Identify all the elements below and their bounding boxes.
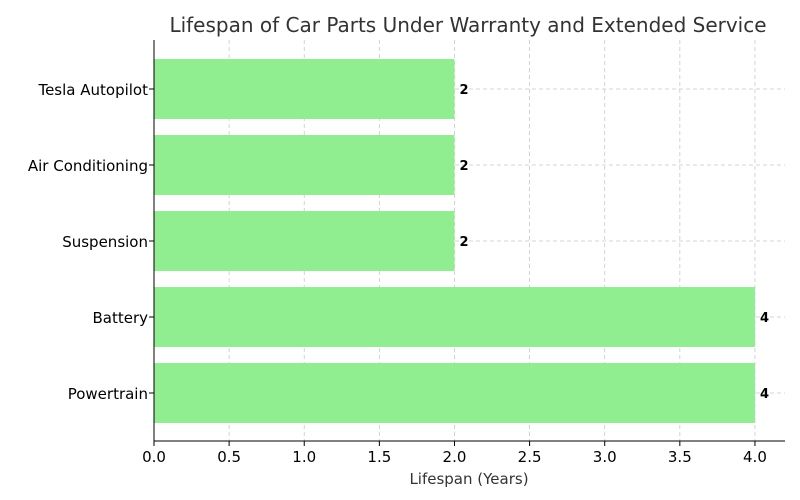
bars: [154, 59, 755, 423]
x-axis-label: Lifespan (Years): [409, 470, 528, 488]
bar: [154, 287, 755, 347]
x-tick-label: 0.5: [217, 448, 241, 466]
y-tick-label: Air Conditioning: [28, 157, 148, 175]
bar: [154, 211, 455, 271]
data-label: 2: [459, 159, 468, 174]
data-label: 2: [459, 235, 468, 250]
x-ticks: 0.0 0.5 1.0 1.5 2.0 2.5 3.0 3.5 4.0: [142, 441, 767, 466]
x-tick-label: 4.0: [743, 448, 767, 466]
x-tick-label: 1.5: [367, 448, 391, 466]
data-label: 2: [459, 83, 468, 98]
data-label: 4: [760, 387, 769, 402]
bar: [154, 363, 755, 423]
data-labels: 4 4 2 2 2: [459, 83, 769, 402]
x-tick-label: 0.0: [142, 448, 166, 466]
y-tick-label: Suspension: [62, 233, 148, 251]
chart-title: Lifespan of Car Parts Under Warranty and…: [169, 13, 766, 37]
data-label: 4: [760, 311, 769, 326]
x-tick-label: 2.5: [518, 448, 542, 466]
y-tick-label: Tesla Autopilot: [37, 81, 148, 99]
bar: [154, 135, 455, 195]
y-tick-label: Battery: [92, 309, 148, 327]
y-ticks: Powertrain Battery Suspension Air Condition…: [28, 81, 154, 403]
y-tick-label: Powertrain: [68, 385, 148, 403]
x-tick-label: 2.0: [443, 448, 467, 466]
x-tick-label: 3.5: [668, 448, 692, 466]
bar: [154, 59, 455, 119]
x-tick-label: 3.0: [593, 448, 617, 466]
x-tick-label: 1.0: [292, 448, 316, 466]
